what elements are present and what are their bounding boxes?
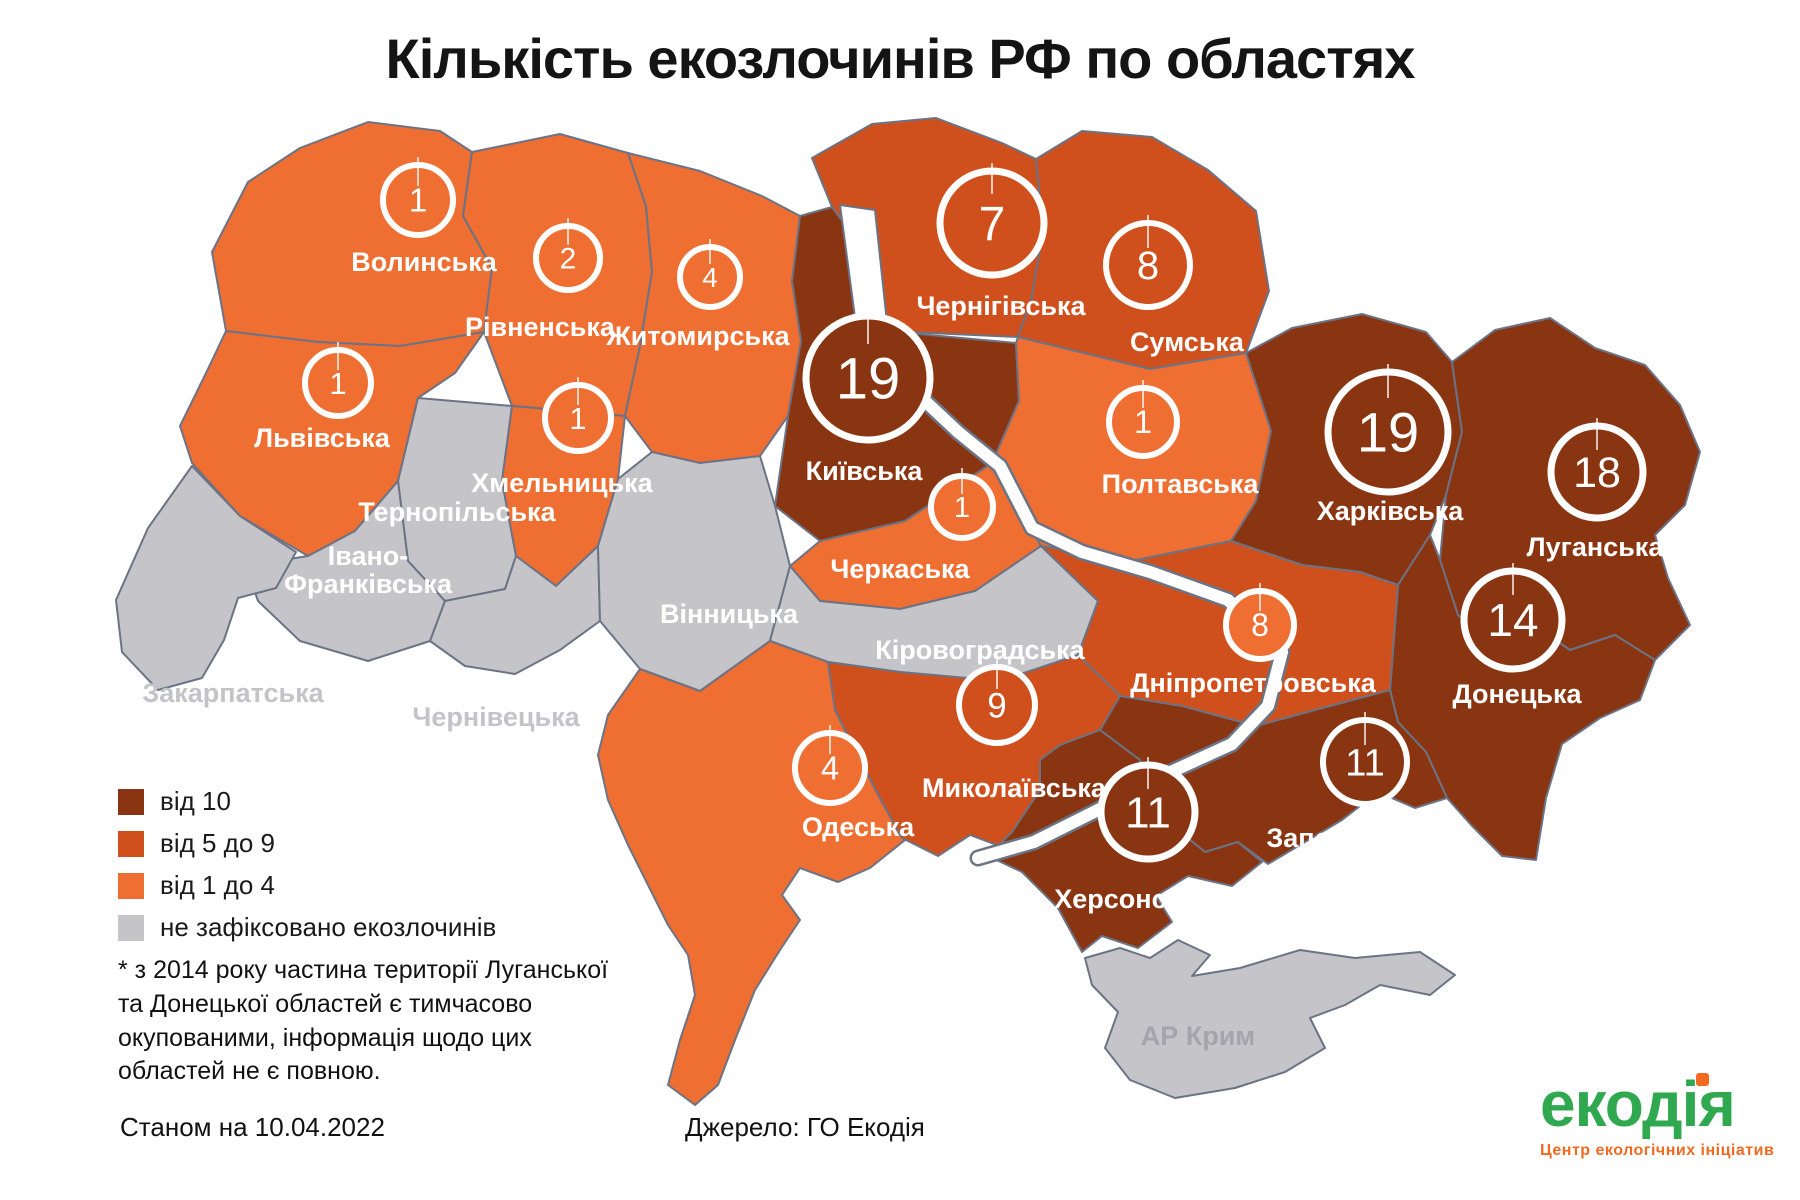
region-label-ivano-frankivska-2: Франківська xyxy=(284,569,453,599)
badge-kyivska: 19 xyxy=(802,308,934,444)
svg-text:4: 4 xyxy=(821,750,839,787)
region-label-cherkaska: Черкаська xyxy=(830,554,970,584)
badge-lvivska: 1 xyxy=(302,342,374,419)
badge-zhytomyrska: 4 xyxy=(677,239,743,310)
legend-swatch-none xyxy=(118,914,144,941)
svg-text:2: 2 xyxy=(560,243,577,276)
badge-khersonska: 11 xyxy=(1097,757,1199,863)
region-label-poltavska: Полтавська xyxy=(1102,469,1260,499)
legend-swatch-5to9 xyxy=(118,830,144,857)
region-label-lvivska: Львівська xyxy=(254,423,391,453)
region-label-dnipropetrovska: Дніпропетровська xyxy=(1130,668,1377,698)
badge-zaporizka: 11 xyxy=(1320,712,1410,807)
svg-text:8: 8 xyxy=(1251,607,1269,643)
region-label-sumska: Сумська xyxy=(1130,327,1245,357)
region-label-rivnenska: Рівненська xyxy=(465,312,616,342)
legend-swatch-1to4 xyxy=(118,872,144,899)
region-krym xyxy=(1084,939,1456,1099)
svg-text:1: 1 xyxy=(1134,404,1152,440)
region-label-luhanska: Луганська xyxy=(1527,532,1665,562)
badge-luhanska: 18 xyxy=(1547,418,1647,522)
svg-text:1: 1 xyxy=(409,182,427,219)
legend-item-none: не зафіксовано екозлочинів xyxy=(118,912,496,943)
legend-item-1to4: від 1 до 4 xyxy=(118,870,496,901)
region-label-zhytomyrska: Житомирська xyxy=(605,321,790,351)
region-label-kirovohradska: Кіровоградська xyxy=(875,635,1085,665)
badge-donetska: 14 xyxy=(1460,563,1566,673)
region-label-khersonska: Херсонська xyxy=(1054,884,1212,914)
svg-text:14: 14 xyxy=(1487,594,1538,646)
region-volynska xyxy=(211,121,493,347)
badge-odeska: 4 xyxy=(792,725,868,806)
ekodia-logo-wordmark: екодія xyxy=(1540,1072,1790,1136)
region-zakarpatska xyxy=(115,465,297,691)
svg-text:4: 4 xyxy=(702,262,718,293)
region-label-krym: АР Крим xyxy=(1141,1021,1256,1051)
footnote: * з 2014 року частина території Луганськ… xyxy=(118,956,609,1086)
svg-text:1: 1 xyxy=(569,401,586,436)
svg-text:19: 19 xyxy=(836,346,901,411)
region-label-vinnytska: Вінницька xyxy=(660,599,799,629)
region-label-volynska: Волинська xyxy=(351,247,498,277)
svg-text:19: 19 xyxy=(1357,401,1419,464)
legend-item-10plus: від 10 xyxy=(118,786,496,817)
badge-chernihivska: 7 xyxy=(936,163,1048,279)
page-title: Кількість екозлочинів РФ по областях xyxy=(385,27,1416,90)
legend-label-1to4: від 1 до 4 xyxy=(160,870,275,900)
badge-rivnenska: 2 xyxy=(533,218,603,293)
badge-poltavska: 1 xyxy=(1106,380,1180,459)
legend-swatch-10plus xyxy=(118,788,144,815)
source-text: Джерело: ГО Екодія xyxy=(685,1112,925,1142)
region-label-ternopilska: Тернопільська xyxy=(358,497,556,527)
ekodia-logo-tagline: Центр екологічних ініціатив xyxy=(1540,1142,1775,1159)
region-label-kharkivska: Харківська xyxy=(1317,496,1465,526)
region-label-chernihivska: Чернігівська xyxy=(916,291,1086,321)
badge-volynska: 1 xyxy=(380,157,456,238)
badge-sumska: 8 xyxy=(1103,215,1193,310)
legend-label-5to9: від 5 до 9 xyxy=(160,828,275,858)
region-label-ivano-frankivska-1: Івано- xyxy=(328,541,409,571)
ekodia-logo-dot xyxy=(1696,1073,1709,1086)
region-label-donetska: Донецька xyxy=(1452,679,1582,709)
svg-text:7: 7 xyxy=(979,198,1006,251)
region-label-khmelnytska: Хмельницька xyxy=(471,468,653,498)
legend-label-none: не зафіксовано екозлочинів xyxy=(160,912,497,942)
legend: від 10 від 5 до 9 від 1 до 4 не зафіксов… xyxy=(118,786,496,954)
svg-text:11: 11 xyxy=(1345,742,1384,784)
region-label-chernivetska: Чернівецька xyxy=(412,702,580,732)
badge-cherkaska: 1 xyxy=(928,468,996,541)
badge-kharkivska: 19 xyxy=(1324,364,1452,496)
region-label-zaporizka: Запорізька xyxy=(1266,823,1414,853)
badge-khmelnytska: 1 xyxy=(542,377,614,454)
svg-text:1: 1 xyxy=(954,492,970,524)
region-label-odeska: Одеська xyxy=(802,812,915,842)
legend-item-5to9: від 5 до 9 xyxy=(118,828,496,859)
badge-mykolaivska: 9 xyxy=(956,659,1038,746)
svg-text:11: 11 xyxy=(1125,788,1171,837)
svg-text:18: 18 xyxy=(1573,449,1621,497)
legend-label-10plus: від 10 xyxy=(160,786,231,816)
badge-dnipropetrovska: 8 xyxy=(1223,583,1297,662)
svg-text:9: 9 xyxy=(987,686,1006,725)
ekodia-logo: екодія Центр екологічних ініціатив xyxy=(1540,1072,1790,1160)
svg-text:1: 1 xyxy=(329,366,346,401)
region-ivano-frankivska xyxy=(245,480,446,662)
svg-text:8: 8 xyxy=(1137,244,1159,288)
region-label-kyivska: Київська xyxy=(806,456,924,486)
region-label-mykolaivska: Миколаївська xyxy=(922,773,1107,803)
region-label-zakarpatska: Закарпатська xyxy=(142,678,324,708)
as-of-date: Станом на 10.04.2022 xyxy=(120,1112,385,1142)
